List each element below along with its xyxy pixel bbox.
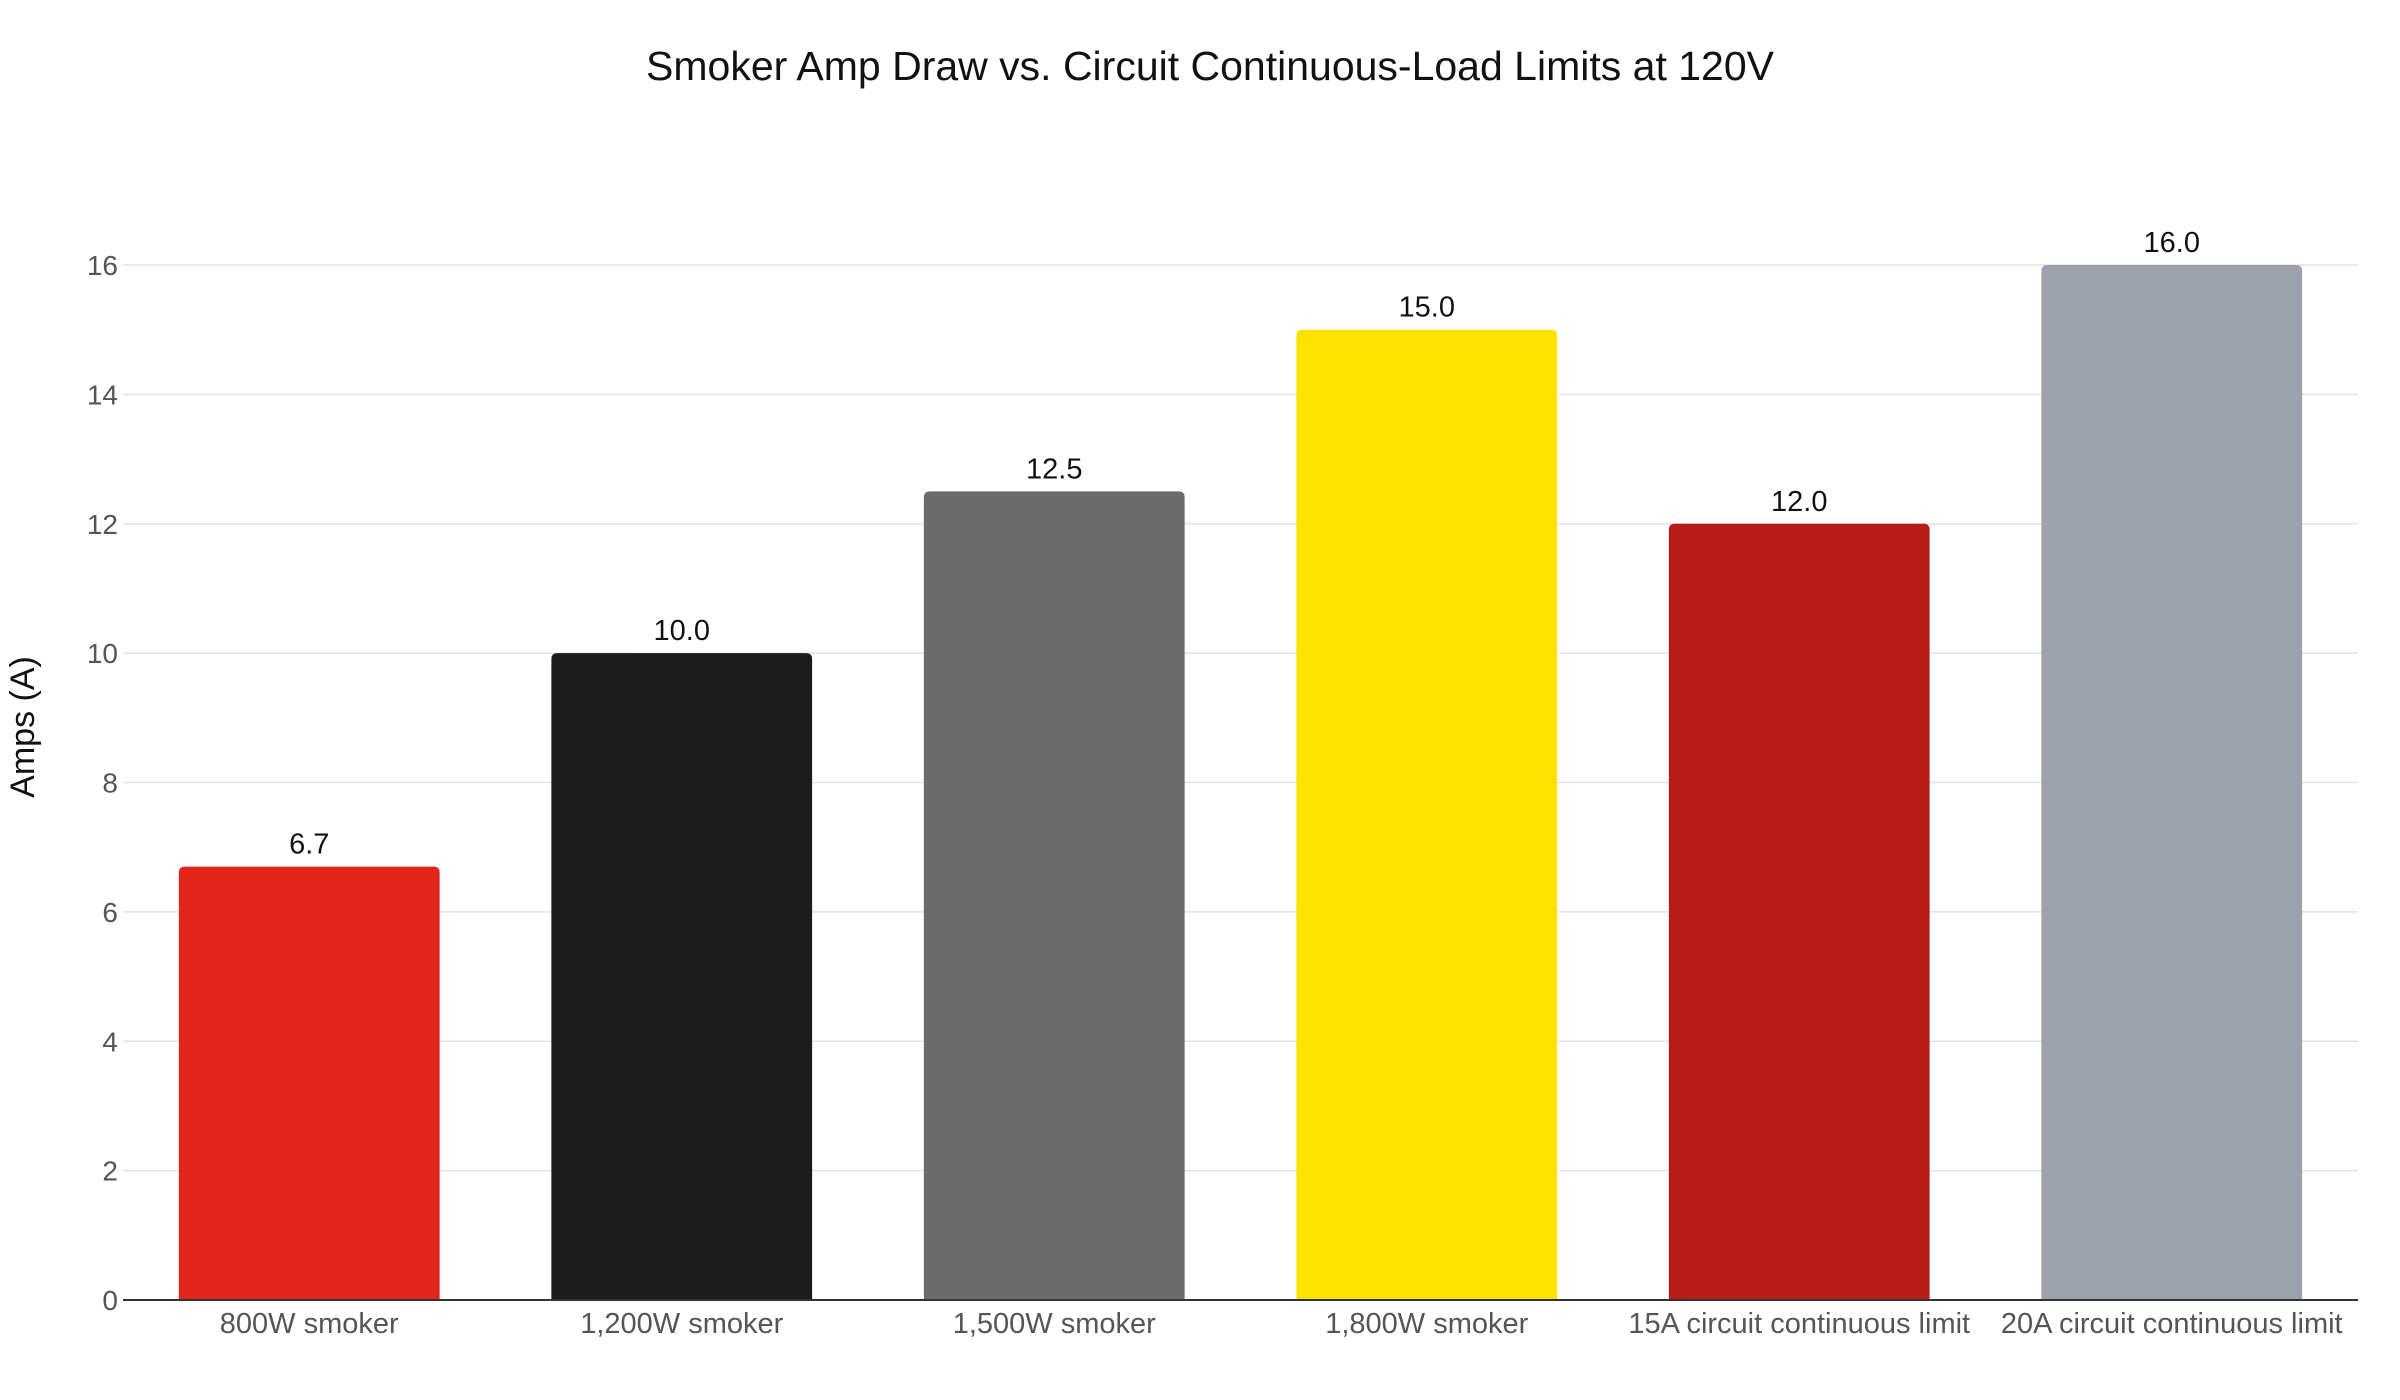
bar bbox=[551, 653, 813, 1300]
bar-value-label: 16.0 bbox=[2144, 227, 2200, 259]
chart-title: Smoker Amp Draw vs. Circuit Continuous-L… bbox=[646, 43, 1775, 89]
x-tick-label: 20A circuit continuous limit bbox=[2001, 1308, 2343, 1340]
bar-value-label: 15.0 bbox=[1399, 292, 1455, 324]
x-tick-label: 1,200W smoker bbox=[580, 1308, 783, 1340]
bar bbox=[1668, 523, 1930, 1300]
bar-value-label: 6.7 bbox=[289, 829, 329, 861]
y-tick-label: 8 bbox=[102, 768, 118, 799]
y-tick-label: 12 bbox=[87, 509, 118, 540]
y-tick-label: 16 bbox=[87, 250, 118, 281]
bar bbox=[2041, 265, 2303, 1300]
x-tick-label: 800W smoker bbox=[220, 1308, 399, 1340]
x-tick-label: 1,800W smoker bbox=[1325, 1308, 1528, 1340]
y-tick-label: 4 bbox=[102, 1026, 118, 1057]
bar bbox=[1296, 329, 1558, 1300]
bar bbox=[923, 491, 1185, 1300]
bars bbox=[178, 265, 2303, 1300]
x-tick-label: 15A circuit continuous limit bbox=[1628, 1308, 1970, 1340]
gridlines bbox=[123, 264, 2358, 1172]
x-axis-ticks: 800W smoker 1,200W smoker 1,500W smoker 1,8… bbox=[220, 1308, 2343, 1340]
bar-value-label: 12.5 bbox=[1026, 453, 1082, 485]
y-tick-label: 6 bbox=[102, 897, 118, 928]
y-tick-label: 2 bbox=[102, 1156, 118, 1187]
y-tick-label: 14 bbox=[87, 379, 118, 410]
x-tick-label: 1,500W smoker bbox=[953, 1308, 1156, 1340]
bar-value-label: 10.0 bbox=[654, 615, 710, 647]
data-labels: 6.7 10.0 12.5 15.0 12.0 16.0 bbox=[289, 227, 2200, 861]
y-axis-label: Amps (A) bbox=[4, 656, 42, 798]
bar bbox=[178, 866, 440, 1300]
y-tick-label: 10 bbox=[87, 638, 118, 669]
y-tick-label: 0 bbox=[102, 1285, 118, 1316]
bar-value-label: 12.0 bbox=[1771, 486, 1827, 518]
y-axis-ticks: 0 2 4 6 8 10 12 14 16 bbox=[87, 250, 118, 1316]
